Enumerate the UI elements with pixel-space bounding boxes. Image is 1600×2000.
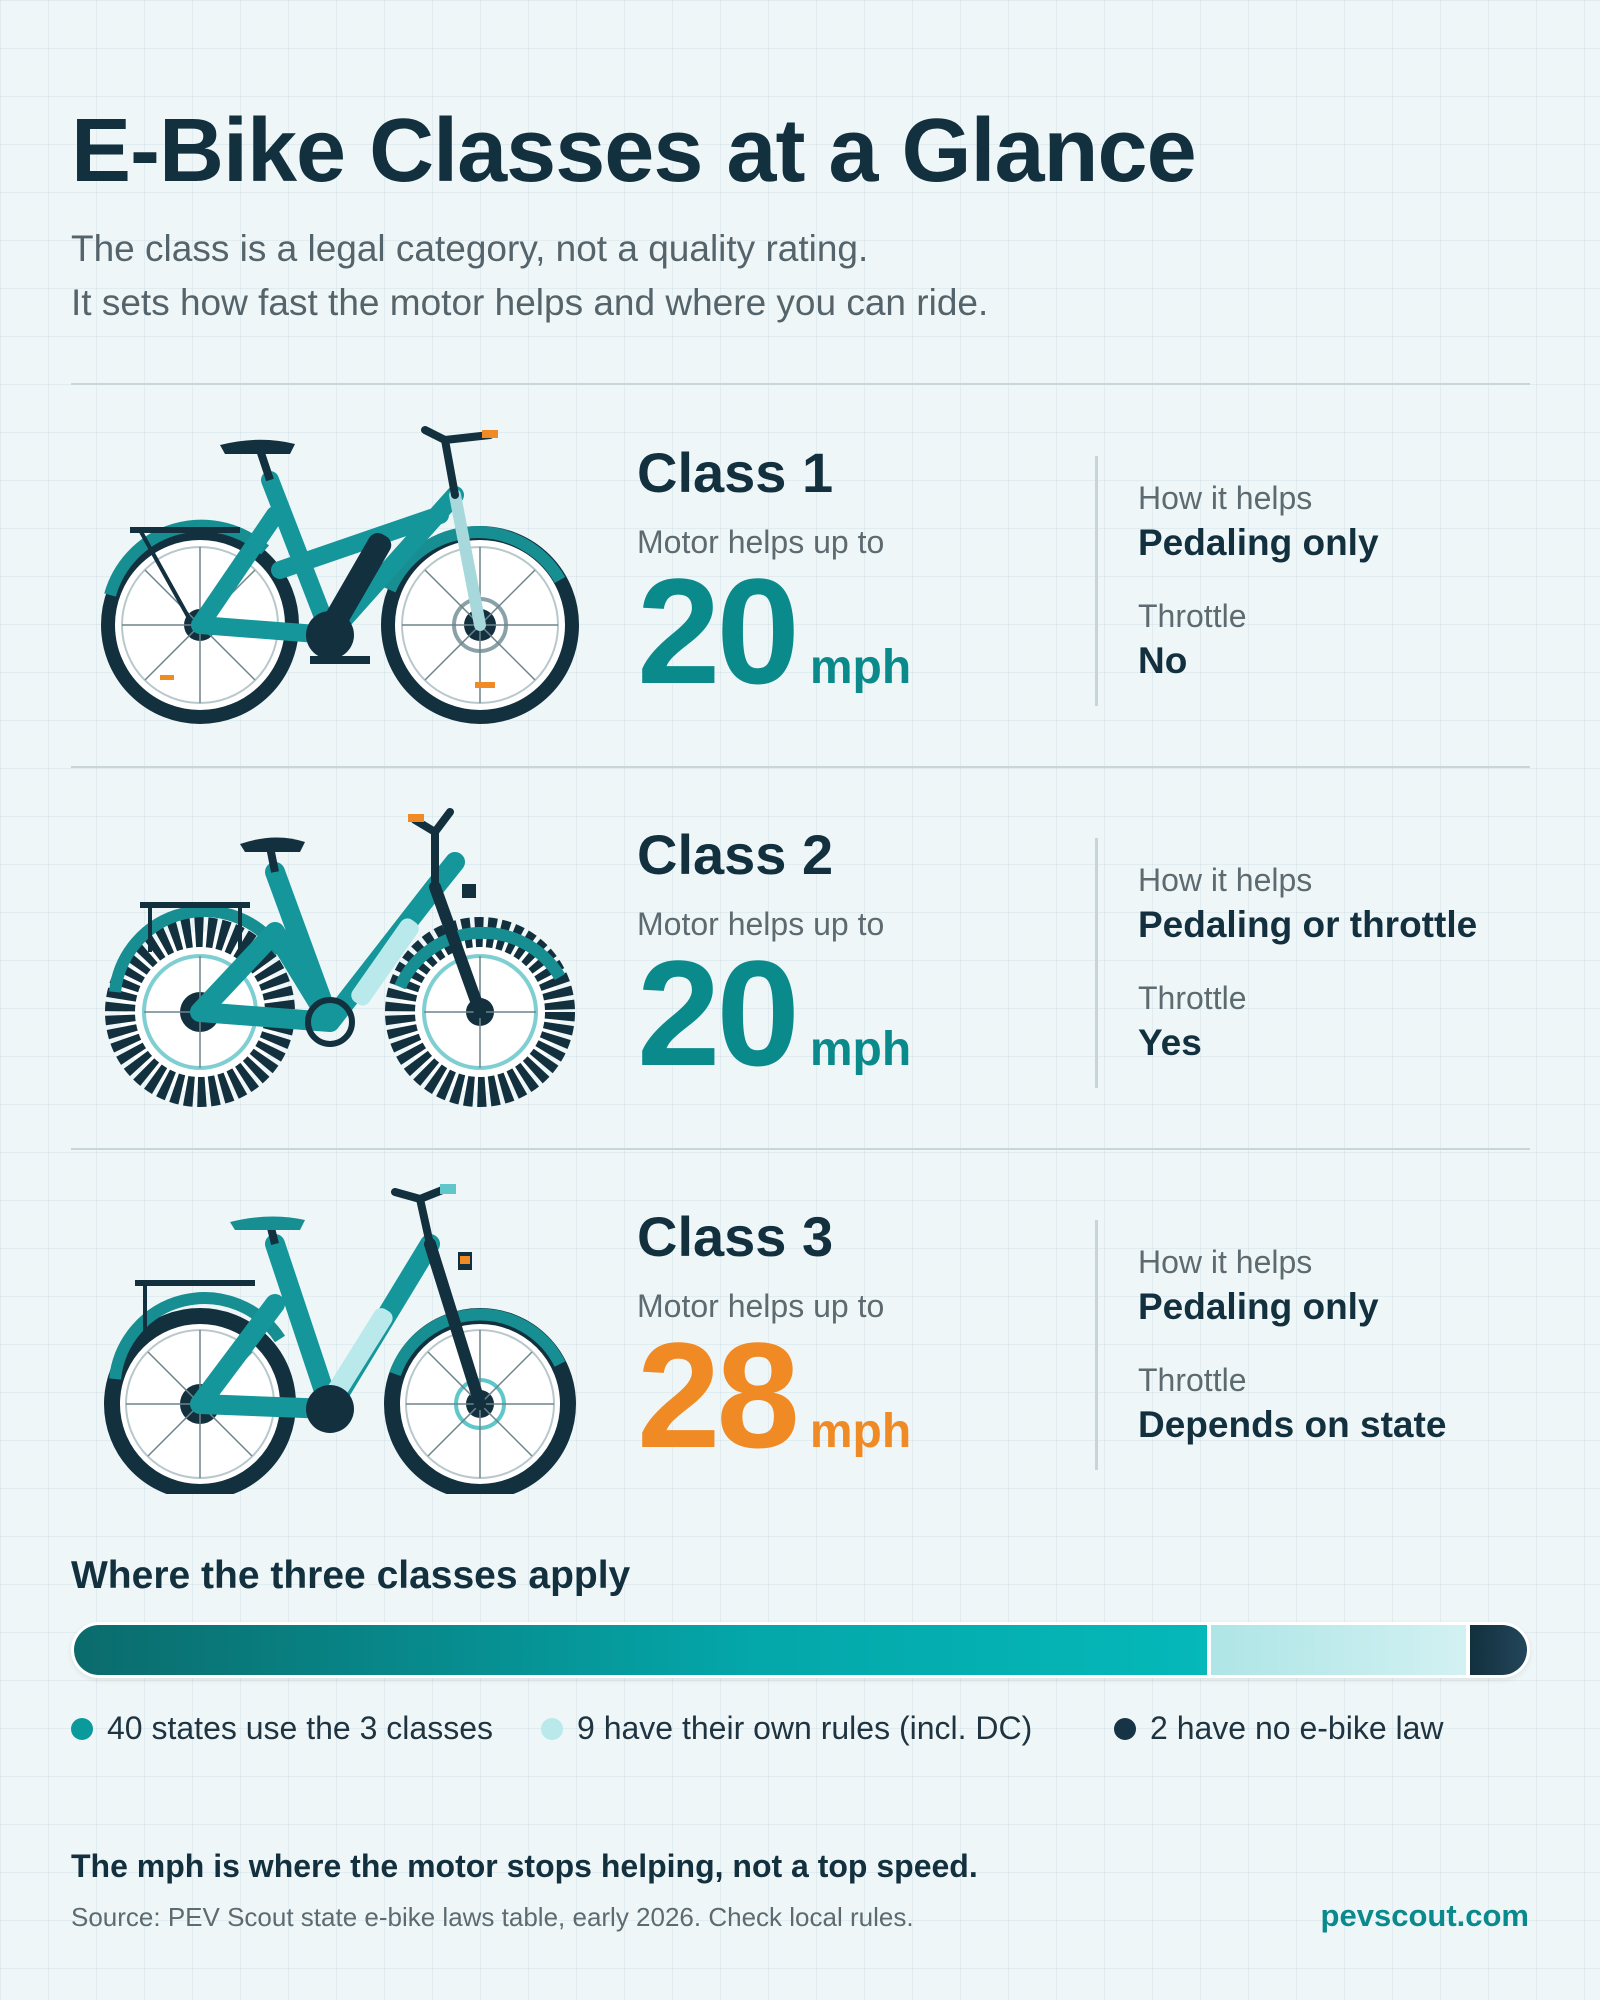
- throttle-value: Yes: [1138, 1022, 1202, 1063]
- throttle-value: No: [1138, 640, 1188, 681]
- speed-unit: mph: [809, 1405, 912, 1458]
- vertical-divider: [1095, 456, 1098, 706]
- legend-item-no-law: 2 have no e-bike law: [1114, 1710, 1444, 1747]
- legend-dot: [541, 1717, 563, 1740]
- motor-label: Motor helps up to: [637, 1288, 885, 1324]
- speed-display: 28 mph: [637, 1320, 911, 1470]
- helps-label: How it helps: [1138, 480, 1313, 516]
- throttle-label: Throttle: [1138, 1362, 1247, 1398]
- speed-number: 20: [637, 929, 800, 1097]
- class-row-2: Class 2 Motor helps up to 20 mph How it …: [0, 782, 1600, 1162]
- speed-unit: mph: [809, 641, 912, 694]
- class-title: Class 2: [637, 823, 834, 886]
- helps-label: How it helps: [1138, 862, 1313, 898]
- divider: [71, 383, 1530, 385]
- helps-value: Pedaling only: [1138, 522, 1379, 563]
- fat-tire-bike-icon: [105, 808, 575, 1107]
- subtitle-line-2: It sets how fast the motor helps and whe…: [71, 282, 989, 323]
- divider: [71, 766, 1530, 768]
- speed-number: 28: [637, 1311, 800, 1479]
- speed-display: 20 mph: [637, 556, 911, 706]
- throttle-label: Throttle: [1138, 598, 1247, 634]
- source-note: Source: PEV Scout state e-bike laws tabl…: [71, 1902, 914, 1932]
- page-title: E-Bike Classes at a Glance: [71, 101, 1197, 201]
- subtitle: The class is a legal category, not a qua…: [71, 222, 988, 330]
- speed-number: 20: [637, 547, 800, 715]
- vertical-divider: [1095, 1220, 1098, 1470]
- legend-label: 9 have their own rules (incl. DC): [577, 1710, 1033, 1746]
- subtitle-line-1: The class is a legal category, not a qua…: [71, 228, 869, 269]
- bar-segment-standard-classes: [74, 1625, 1208, 1675]
- throttle-value: Depends on state: [1138, 1404, 1447, 1445]
- class-title: Class 3: [637, 1205, 834, 1268]
- class-row-1: Class 1 Motor helps up to 20 mph How it …: [0, 400, 1600, 780]
- class-title: Class 1: [637, 441, 834, 504]
- legend-label: 40 states use the 3 classes: [107, 1710, 493, 1746]
- states-bar-title: Where the three classes apply: [71, 1554, 631, 1597]
- states-bar: [71, 1622, 1530, 1678]
- throttle-label: Throttle: [1138, 980, 1247, 1016]
- commuter-bike-icon: [101, 426, 579, 724]
- legend-item-standard-classes: 40 states use the 3 classes: [71, 1710, 493, 1747]
- class-row-3: Class 3 Motor helps up to 28 mph How it …: [0, 1164, 1600, 1544]
- step-through-bike-icon: [104, 1184, 576, 1494]
- legend-dot: [71, 1717, 93, 1740]
- helps-label: How it helps: [1138, 1244, 1313, 1280]
- brand-link[interactable]: pevscout.com: [1320, 1898, 1529, 1933]
- motor-label: Motor helps up to: [637, 906, 885, 942]
- footnote: The mph is where the motor stops helping…: [71, 1848, 978, 1884]
- speed-unit: mph: [809, 1023, 912, 1076]
- legend-label: 2 have no e-bike law: [1150, 1710, 1444, 1746]
- helps-value: Pedaling or throttle: [1138, 904, 1478, 945]
- speed-display: 20 mph: [637, 938, 911, 1088]
- legend-item-own-rules: 9 have their own rules (incl. DC): [541, 1710, 1032, 1747]
- bar-segment-own-rules: [1211, 1625, 1467, 1675]
- motor-label: Motor helps up to: [637, 524, 885, 560]
- divider: [71, 1148, 1530, 1150]
- vertical-divider: [1095, 838, 1098, 1088]
- bar-segment-no-law: [1470, 1625, 1527, 1675]
- helps-value: Pedaling only: [1138, 1286, 1379, 1327]
- legend-dot: [1114, 1717, 1136, 1740]
